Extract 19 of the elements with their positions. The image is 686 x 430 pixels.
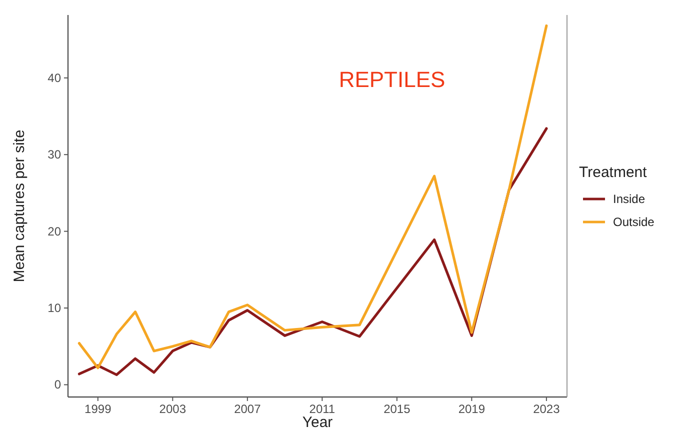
y-tick-label: 0 bbox=[54, 378, 62, 392]
x-tick-label: 2019 bbox=[458, 402, 486, 416]
x-tick-label: 2011 bbox=[309, 402, 336, 416]
y-tick-label: 30 bbox=[48, 148, 62, 162]
y-tick-label: 10 bbox=[48, 301, 62, 316]
legend-label: Outside bbox=[613, 215, 655, 229]
y-tick-label: 40 bbox=[48, 70, 62, 85]
y-tick-label: 20 bbox=[48, 224, 62, 238]
legend-title: Treatment bbox=[579, 164, 648, 181]
x-tick-label: 2007 bbox=[234, 402, 262, 416]
x-tick-label: 2003 bbox=[159, 402, 186, 416]
x-tick-label: 1999 bbox=[84, 402, 112, 416]
y-axis-title: Mean captures per site bbox=[11, 130, 28, 282]
annotation: REPTILES bbox=[338, 67, 446, 92]
x-tick-label: 2015 bbox=[384, 402, 411, 416]
x-tick-label: 2023 bbox=[533, 402, 560, 416]
x-axis-title: Year bbox=[302, 414, 333, 430]
legend-label: Inside bbox=[613, 192, 646, 206]
line-series bbox=[78, 24, 548, 370]
